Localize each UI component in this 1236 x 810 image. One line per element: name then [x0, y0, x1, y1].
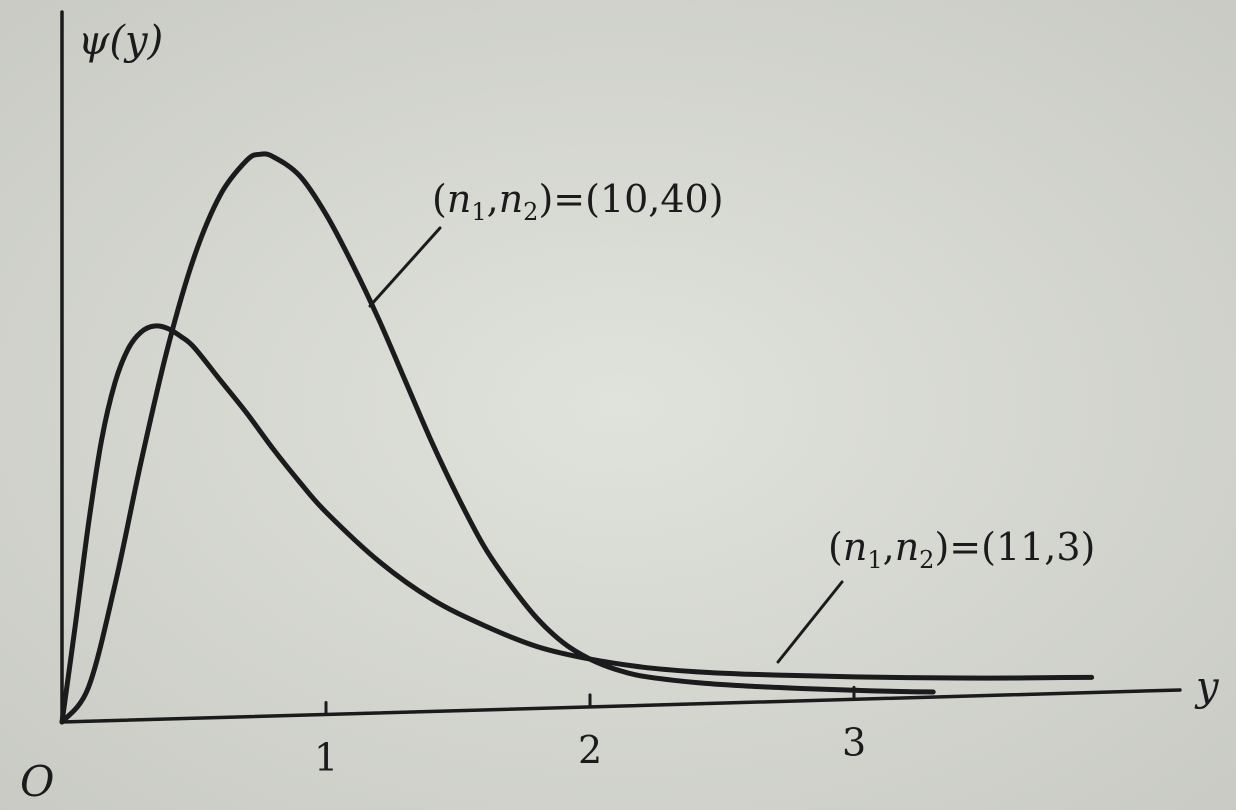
x-axis-label: y [1194, 664, 1220, 710]
series-label-11-3: (n1,n2)=(11,3) [828, 525, 1095, 574]
leader-line-10-40 [368, 226, 442, 308]
x-tick-label-3: 3 [842, 720, 866, 764]
y-axis-label: ψ(y) [78, 18, 163, 64]
x-tick-label-1: 1 [314, 735, 338, 779]
series-curve-10-40 [59, 151, 936, 725]
x-axis [60, 688, 1182, 724]
series-curve-11-3 [59, 323, 1095, 725]
origin-label: O [20, 757, 54, 806]
series-label-10-40: (n1,n2)=(10,40) [432, 177, 724, 226]
x-tick-label-2: 2 [578, 728, 602, 772]
leader-line-11-3 [776, 580, 844, 664]
